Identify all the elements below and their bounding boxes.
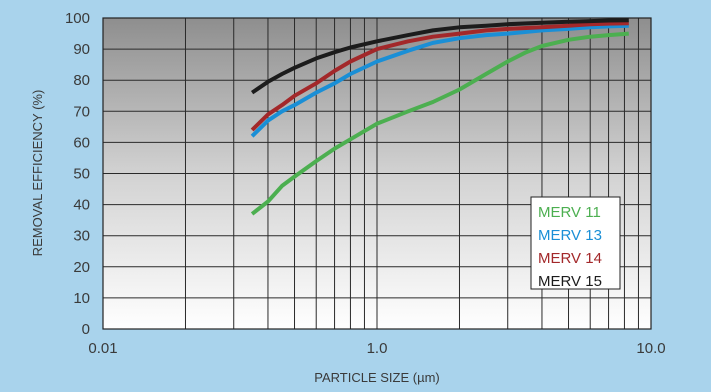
series-line-merv-15 [250, 18, 629, 95]
legend: MERV 11 MERV 13 MERV 14 MERV 15 [530, 196, 621, 290]
x-tick-label: 0.01 [88, 340, 117, 357]
series-line-merv-11 [250, 31, 629, 216]
y-axis-ticks: 0 10 20 30 40 50 60 70 80 90 100 [65, 10, 90, 338]
plot-border [102, 17, 652, 330]
legend-box [530, 196, 621, 290]
x-axis-title: PARTICLE SIZE (µm) [314, 370, 439, 385]
legend-label: MERV 15 [538, 273, 602, 290]
x-tick-label: 1.0 [367, 340, 388, 357]
y-tick-label: 60 [73, 134, 90, 151]
grid [103, 18, 651, 329]
y-tick-label: 20 [73, 259, 90, 276]
series-lines [250, 18, 629, 216]
y-tick-label: 10 [73, 290, 90, 307]
y-tick-label: 100 [65, 10, 90, 27]
y-tick-label: 0 [82, 321, 90, 338]
legend-label: MERV 14 [538, 250, 602, 267]
x-tick-label: 10.0 [636, 340, 665, 357]
y-tick-label: 40 [73, 197, 90, 214]
y-tick-label: 80 [73, 72, 90, 89]
x-axis-ticks: 0.01 1.0 10.0 [88, 340, 665, 357]
series-line-merv-14 [250, 21, 629, 132]
legend-label: MERV 11 [538, 204, 601, 221]
y-tick-label: 30 [73, 228, 90, 245]
y-tick-label: 90 [73, 41, 90, 58]
y-axis-title: REMOVAL EFFICIENCY (%) [30, 90, 45, 257]
series-line-merv-13 [250, 23, 629, 138]
y-tick-label: 50 [73, 166, 90, 183]
legend-label: MERV 13 [538, 227, 602, 244]
y-tick-label: 70 [73, 103, 90, 120]
